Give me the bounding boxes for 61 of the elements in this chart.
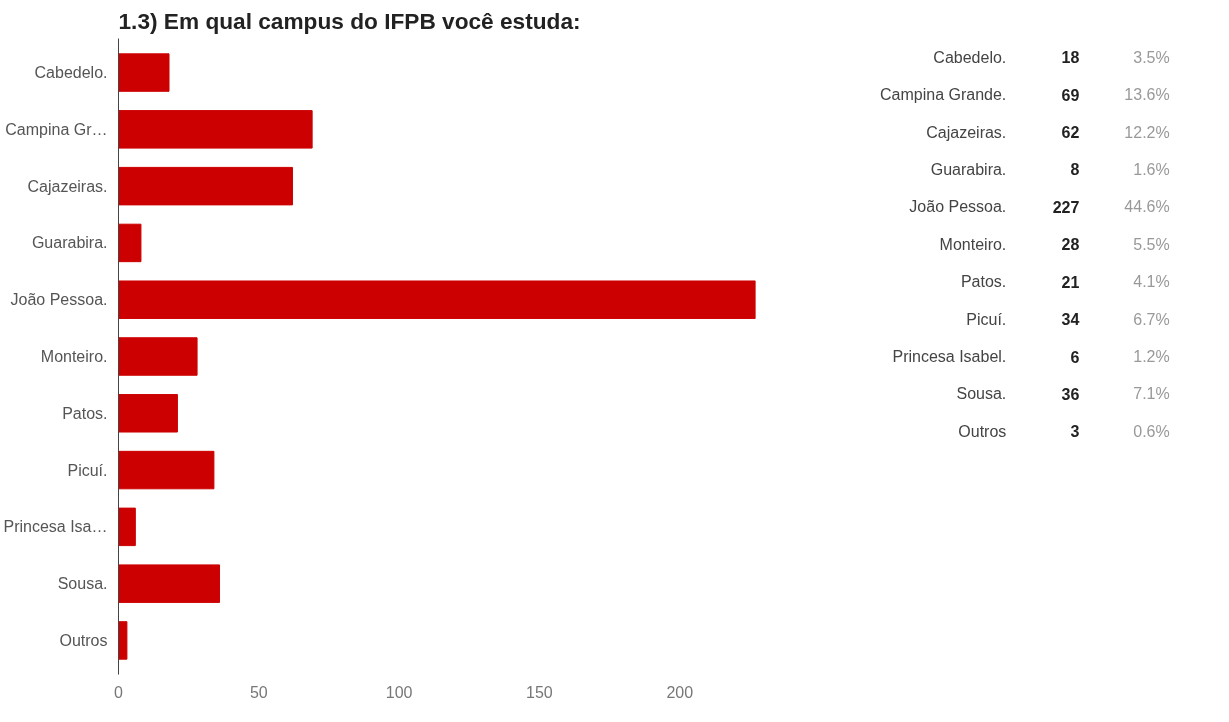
text: 44.6%	[1124, 198, 1170, 216]
text: 1.2%	[1133, 348, 1170, 365]
category-label: Cajazeiras.	[926, 123, 1007, 141]
data-label: 227	[1052, 198, 1080, 216]
bar	[118, 337, 198, 376]
x-tick-label: 50	[249, 683, 268, 701]
category-label: Sousa.	[956, 385, 1007, 403]
text: 6.7%	[1133, 310, 1170, 328]
data-label: 6	[1070, 348, 1080, 366]
x-tick-label: 0	[114, 683, 124, 701]
category-label: Monteiro.	[939, 235, 1007, 253]
bar	[118, 621, 128, 660]
x-tick-label: 150	[526, 683, 553, 701]
category-label: Campina Grande.	[880, 86, 1007, 104]
category-label: Picuí.	[966, 310, 1007, 328]
y-tick-label: Campina Gr…	[5, 120, 108, 138]
bar	[118, 110, 313, 149]
data-label: 18	[1061, 49, 1080, 67]
bar	[118, 564, 221, 603]
category-label: João Pessoa.	[909, 198, 1007, 216]
data-label: 62	[1061, 124, 1080, 142]
category-label: Guarabira.	[930, 160, 1007, 178]
bar	[118, 166, 293, 206]
category-label: Patos.	[960, 273, 1007, 291]
y-tick-label: Picuí.	[67, 461, 108, 479]
text: 12.2%	[1124, 123, 1170, 141]
text: 4.1%	[1133, 273, 1170, 291]
category-label: Cabedelo.	[933, 48, 1007, 66]
chart-title: 1.3) Em qual campus do IFPB você estuda:	[118, 7, 581, 34]
y-tick-label: Outros	[59, 631, 108, 649]
data-label: 34	[1061, 311, 1080, 329]
data-label: 28	[1061, 236, 1080, 254]
category-label: Princesa Isabel.	[892, 348, 1007, 365]
bar	[118, 280, 756, 319]
text: 13.6%	[1124, 86, 1170, 104]
data-label: 36	[1061, 385, 1080, 403]
y-tick-label: Monteiro.	[40, 348, 108, 365]
text: 1.6%	[1133, 160, 1170, 178]
data-label: 21	[1061, 273, 1080, 291]
x-tick-label: 200	[666, 683, 694, 701]
y-tick-label: Guarabira.	[31, 234, 108, 252]
data-label: 69	[1061, 86, 1080, 104]
y-tick-label: Cabedelo.	[34, 64, 108, 82]
y-tick-label: Princesa Isa…	[3, 518, 108, 536]
y-tick-label: Patos.	[62, 404, 108, 422]
bar	[118, 53, 170, 92]
data-label: 3	[1070, 423, 1080, 441]
x-tick-label: 100	[385, 683, 413, 701]
bar	[118, 450, 215, 490]
bar	[118, 507, 136, 547]
text: 7.1%	[1133, 385, 1170, 403]
bar	[118, 223, 142, 263]
text: 3.5%	[1133, 48, 1170, 66]
bar	[118, 394, 178, 433]
category-label: Outros	[958, 422, 1007, 440]
text: 0.6%	[1133, 422, 1170, 440]
y-tick-label: Sousa.	[57, 575, 108, 593]
text: 5.5%	[1133, 235, 1170, 253]
y-tick-label: João Pessoa.	[10, 291, 108, 309]
y-tick-label: Cajazeiras.	[27, 177, 108, 195]
data-label: 8	[1070, 161, 1080, 179]
